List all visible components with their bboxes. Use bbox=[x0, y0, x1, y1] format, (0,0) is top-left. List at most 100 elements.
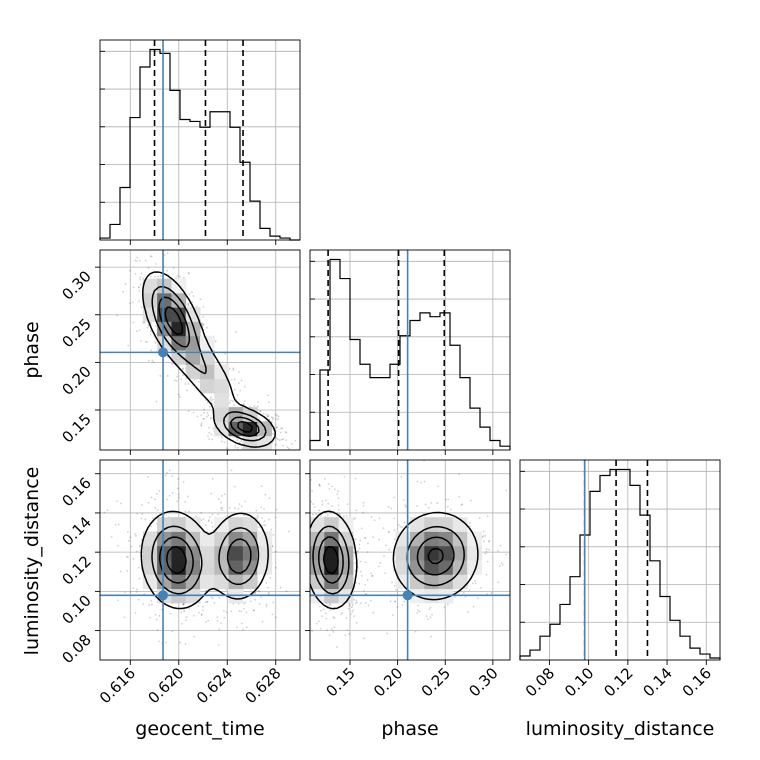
sample-point bbox=[404, 504, 406, 507]
sample-point bbox=[185, 616, 188, 618]
sample-point bbox=[231, 400, 234, 403]
sample-point bbox=[184, 500, 187, 503]
sample-point bbox=[154, 498, 156, 501]
sample-point bbox=[238, 370, 240, 373]
sample-point bbox=[192, 411, 195, 414]
sample-point bbox=[144, 341, 147, 343]
sample-point bbox=[205, 621, 207, 623]
contour-level-4 bbox=[166, 546, 187, 575]
sample-point bbox=[137, 285, 140, 288]
sample-point bbox=[158, 614, 161, 617]
sample-point bbox=[117, 544, 119, 547]
sample-point bbox=[344, 634, 347, 637]
sample-point bbox=[453, 596, 456, 598]
sample-point bbox=[425, 615, 428, 617]
sample-point bbox=[212, 427, 215, 430]
sample-point bbox=[221, 509, 223, 512]
density-cell bbox=[452, 517, 468, 532]
sample-point bbox=[239, 389, 242, 392]
sample-point bbox=[332, 616, 335, 619]
density-cell bbox=[424, 531, 440, 547]
density-cell bbox=[228, 574, 244, 590]
sample-point bbox=[141, 513, 144, 515]
sample-point bbox=[241, 628, 244, 631]
panel-frame-0-2 bbox=[99, 459, 301, 661]
sample-point bbox=[238, 441, 241, 444]
density-content bbox=[100, 246, 300, 450]
density-cell bbox=[214, 545, 230, 561]
sample-point bbox=[354, 517, 356, 520]
sample-point bbox=[179, 641, 182, 644]
sample-point bbox=[386, 632, 389, 635]
sample-point bbox=[378, 565, 380, 568]
xtick-label-luminosity-distance: 0.14 bbox=[640, 664, 676, 700]
density-cell bbox=[142, 574, 158, 590]
sample-point bbox=[193, 635, 196, 638]
sample-point bbox=[147, 501, 150, 504]
sample-point bbox=[275, 426, 278, 429]
sample-point bbox=[351, 611, 354, 613]
sample-point bbox=[268, 518, 270, 521]
sample-point bbox=[154, 613, 157, 616]
sample-point bbox=[148, 604, 151, 606]
sample-point bbox=[366, 579, 369, 581]
density-cell bbox=[310, 560, 325, 575]
density-cell bbox=[452, 574, 468, 590]
sample-point bbox=[153, 246, 155, 248]
sample-point bbox=[469, 525, 471, 528]
sample-point bbox=[230, 378, 233, 381]
sample-point bbox=[202, 323, 204, 326]
sample-point bbox=[206, 600, 209, 603]
panel-frame-0-0 bbox=[99, 39, 301, 241]
sample-point bbox=[229, 399, 232, 402]
sample-point bbox=[240, 505, 243, 508]
sample-point bbox=[267, 415, 270, 418]
sample-point bbox=[322, 608, 325, 611]
sample-point bbox=[277, 438, 279, 441]
sample-point bbox=[478, 517, 481, 519]
sample-point bbox=[284, 431, 287, 433]
sample-point bbox=[137, 598, 140, 601]
sample-point bbox=[355, 509, 358, 512]
grid-hist-geocent-time bbox=[100, 40, 300, 240]
sample-point bbox=[445, 498, 447, 501]
sample-point bbox=[371, 575, 374, 577]
sample-point bbox=[363, 537, 366, 539]
sample-point bbox=[341, 612, 344, 614]
sample-point bbox=[208, 516, 211, 519]
sample-point bbox=[187, 383, 190, 385]
sample-point bbox=[364, 583, 367, 586]
sample-point bbox=[275, 437, 278, 440]
sample-point bbox=[163, 513, 166, 516]
xtick-label-phase: 0.15 bbox=[322, 664, 358, 700]
sample-point bbox=[258, 590, 261, 593]
sample-point bbox=[135, 330, 138, 332]
density-cell bbox=[214, 531, 230, 547]
sample-point bbox=[203, 417, 206, 420]
sample-point bbox=[178, 275, 181, 278]
sample-point bbox=[202, 609, 205, 612]
sample-point bbox=[355, 599, 358, 602]
sample-point bbox=[336, 493, 339, 496]
histogram-luminosity-distance bbox=[519, 468, 721, 660]
sample-point bbox=[263, 507, 265, 510]
sample-point bbox=[214, 340, 217, 343]
sample-point bbox=[307, 531, 309, 533]
sample-point bbox=[150, 255, 153, 258]
density-cell bbox=[185, 517, 201, 532]
sample-point bbox=[274, 444, 277, 447]
xtick-label-luminosity-distance: 0.10 bbox=[561, 664, 597, 700]
sample-point bbox=[253, 609, 255, 612]
sample-point bbox=[320, 514, 322, 517]
sample-point bbox=[501, 563, 504, 566]
sample-point bbox=[393, 529, 396, 531]
sample-point bbox=[217, 498, 220, 501]
sample-point bbox=[207, 520, 210, 523]
sample-point bbox=[321, 500, 324, 503]
contour-level-4 bbox=[322, 546, 444, 575]
sample-point bbox=[329, 609, 332, 612]
sample-point bbox=[149, 255, 152, 258]
sample-point bbox=[328, 634, 331, 636]
density-panel-geocent-time-vs-luminosity-distance bbox=[100, 460, 300, 660]
y-label-phase: phase bbox=[21, 321, 43, 378]
